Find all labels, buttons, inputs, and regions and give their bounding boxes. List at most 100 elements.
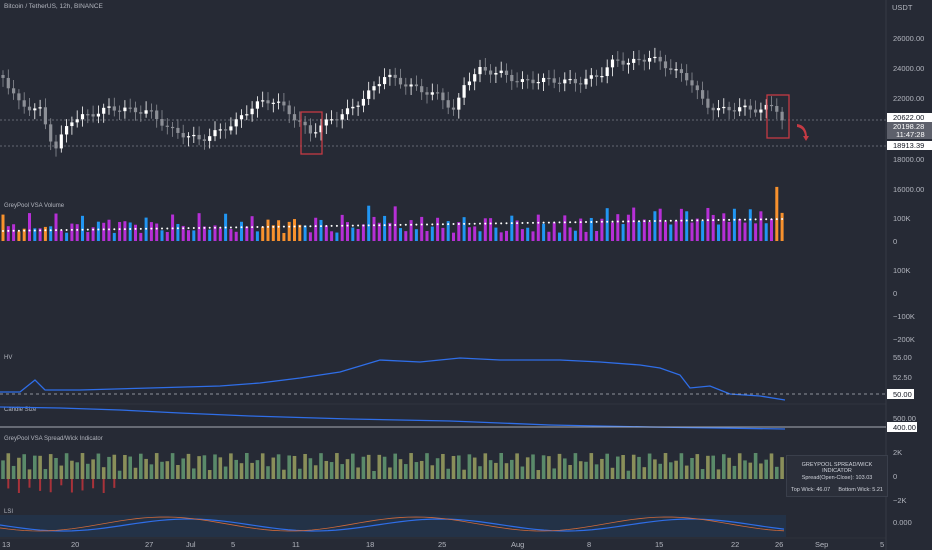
candle-body [377, 84, 381, 87]
spread-bar [382, 456, 387, 479]
spread-bar [711, 455, 715, 479]
wick-bar [81, 479, 84, 491]
volume-bar [611, 222, 614, 241]
candle-body [102, 107, 106, 114]
volume-average-dot [155, 227, 158, 230]
spread-bar [59, 465, 64, 479]
candle-body [420, 86, 424, 93]
candle-body [557, 82, 562, 84]
volume-average-dot [367, 224, 370, 227]
spread-bar [43, 469, 48, 479]
hv-pane-title: HV [4, 355, 12, 361]
spread-bar [616, 456, 620, 479]
volume-average-dot [134, 227, 137, 230]
spread-bar [695, 454, 700, 479]
volume-bar [361, 224, 365, 241]
candle-body [75, 119, 79, 123]
volume-average-dot [468, 222, 471, 225]
volume-bar [330, 231, 334, 241]
volume-average-dot [664, 219, 667, 222]
volume-bar [81, 215, 84, 241]
spread-bar [101, 467, 106, 479]
spread-bar [345, 459, 350, 479]
spread-bar [737, 453, 742, 479]
volume-bar [255, 231, 259, 241]
spread-bar [91, 459, 95, 479]
volume-bar [377, 222, 381, 241]
spread-bar [202, 455, 207, 479]
spread-bar [181, 458, 185, 479]
volume-average-dot [675, 219, 678, 222]
candle-body [224, 129, 228, 131]
time-axis-label: Sep [815, 540, 828, 549]
volume-bar [478, 231, 482, 241]
lower-axis-label: 0.000 [893, 518, 912, 527]
volume-average-dot [76, 228, 79, 231]
candle-body [388, 74, 392, 78]
spread-bar [578, 461, 583, 479]
spread-bar [563, 458, 567, 479]
spread-bar [271, 457, 276, 479]
time-axis-label: 22 [731, 540, 739, 549]
spread-bar [732, 465, 737, 479]
oscillator-signal-line [0, 516, 785, 532]
spread-bar [425, 453, 429, 479]
volume-bar [293, 219, 296, 241]
volume-average-dot [261, 225, 264, 228]
spread-wick-info-box: GREYPOOL SPREAD/WICK INDICATOR Spread(Op… [786, 455, 888, 497]
candle-body [155, 110, 159, 120]
volume-average-dot [489, 222, 492, 225]
candle-body [610, 59, 615, 68]
wick-bar [70, 479, 73, 493]
volume-bar [457, 222, 461, 241]
volume-bar [727, 221, 731, 241]
volume-bar [96, 221, 100, 241]
candle-body [648, 58, 652, 62]
volume-average-dot [574, 221, 577, 224]
wick-bar [49, 479, 52, 493]
volume-bar [717, 224, 720, 241]
spread-bar [160, 461, 164, 479]
spread-bar [409, 453, 413, 479]
candle-size-line [0, 406, 786, 430]
spread-bar [769, 453, 774, 479]
candle-body [547, 77, 551, 80]
spread-bar [245, 453, 249, 479]
volume-average-dot [277, 225, 280, 228]
spread-bar [653, 459, 657, 479]
candle-body [330, 119, 334, 121]
volume-bar [536, 214, 540, 241]
volume-average-dot [2, 229, 4, 232]
lower-price-tag-text: 18913.39 [893, 141, 924, 150]
volume-bar [319, 219, 323, 241]
volume-average-dot [457, 222, 460, 225]
volume-bar [356, 228, 360, 241]
volume-bar [579, 218, 583, 241]
volume-average-dot [691, 219, 693, 222]
volume-bar [28, 213, 31, 241]
candle-body [229, 126, 233, 131]
volume-bar [722, 213, 726, 241]
candle-body [716, 108, 721, 111]
volume-bar [441, 227, 445, 241]
candle-body [446, 100, 450, 108]
volume-average-dot [123, 228, 126, 231]
volume-bar [748, 209, 752, 241]
volume-bar [192, 230, 196, 241]
volume-average-dot [28, 229, 31, 232]
volume-average-dot [479, 222, 481, 225]
candle-body [769, 104, 774, 107]
volume-bar [43, 226, 47, 241]
highlight-box [300, 111, 323, 155]
volume-average-dot [781, 218, 784, 221]
volume-bar [547, 231, 551, 241]
volume-bar [483, 218, 487, 241]
candle-body [234, 119, 238, 127]
volume-average-dot [383, 224, 386, 227]
volume-average-dot [245, 226, 248, 229]
spread-bar [775, 466, 779, 479]
spread-bar [441, 453, 445, 479]
candle-body [473, 74, 477, 82]
volume-bar [701, 221, 705, 241]
